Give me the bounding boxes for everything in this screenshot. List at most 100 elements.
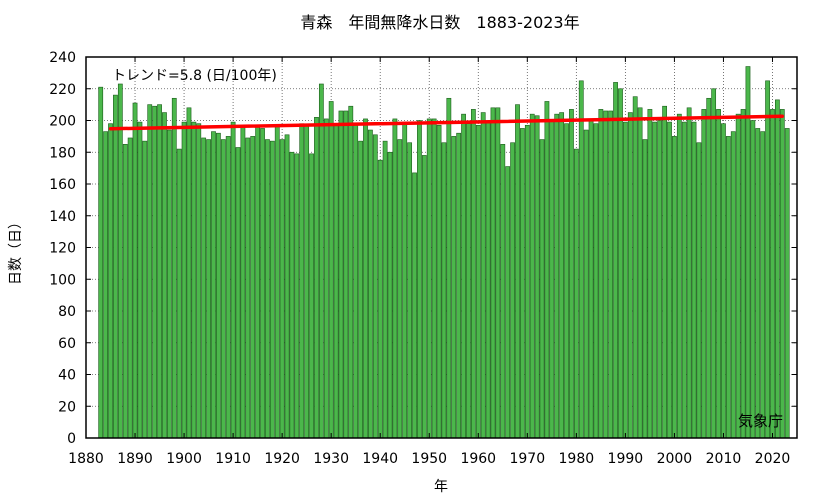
bar <box>417 120 422 439</box>
bar <box>314 117 319 439</box>
bar <box>505 166 511 439</box>
bar <box>358 140 363 439</box>
bar <box>632 96 638 439</box>
y-tick-label: 160 <box>49 177 76 193</box>
bar <box>171 97 177 439</box>
bar <box>681 121 687 439</box>
bar <box>289 151 295 439</box>
bar <box>475 124 481 439</box>
bar <box>716 109 721 439</box>
bar <box>549 120 555 439</box>
bar <box>196 123 202 439</box>
bar <box>647 109 653 439</box>
bar <box>554 113 560 439</box>
bar <box>480 112 486 439</box>
bar <box>760 131 766 439</box>
y-tick-label: 60 <box>58 336 76 352</box>
bar <box>426 118 432 439</box>
bar <box>740 109 746 439</box>
y-axis: 0 20 40 60 80 100 120 140 160 180 200 220 240 <box>49 50 797 447</box>
bar <box>117 83 123 439</box>
x-tick-label: 1960 <box>460 451 496 467</box>
bar <box>735 113 741 439</box>
bar <box>372 134 378 439</box>
bar <box>157 104 162 439</box>
bar <box>176 148 182 439</box>
y-tick-label: 180 <box>49 145 76 161</box>
x-tick-label: 1970 <box>509 451 545 467</box>
bar <box>520 128 525 439</box>
bar <box>98 86 104 439</box>
bar <box>500 144 506 439</box>
bar <box>162 112 167 439</box>
bar <box>544 101 550 439</box>
y-tick-label: 0 <box>67 431 76 447</box>
bar <box>652 121 658 439</box>
bar <box>333 123 339 439</box>
bar <box>583 129 589 439</box>
x-tick-label: 1900 <box>166 451 202 467</box>
bar <box>701 109 707 439</box>
bar <box>235 147 241 439</box>
bar <box>696 142 702 439</box>
bar <box>166 129 172 439</box>
y-tick-label: 140 <box>49 209 76 225</box>
x-axis-label: 年 <box>434 479 448 495</box>
bar <box>451 136 457 439</box>
bar <box>657 120 663 439</box>
bar <box>569 109 574 439</box>
bar <box>456 132 462 439</box>
bar <box>407 142 413 439</box>
bar <box>279 139 285 439</box>
bar <box>147 104 153 439</box>
bar <box>382 140 388 439</box>
bar <box>348 105 354 439</box>
bar <box>412 172 417 439</box>
bar <box>216 132 221 439</box>
bar <box>201 137 207 439</box>
bar <box>402 121 408 439</box>
bar <box>564 123 569 439</box>
bar <box>250 136 256 439</box>
y-tick-label: 220 <box>49 82 76 98</box>
bar <box>613 82 618 439</box>
bar <box>598 109 604 439</box>
y-tick-label: 40 <box>58 368 76 384</box>
bar <box>181 121 187 439</box>
bar <box>328 101 334 439</box>
y-tick-label: 240 <box>49 50 76 66</box>
bar <box>122 144 128 439</box>
x-tick-label: 1890 <box>117 451 153 467</box>
x-tick-label: 2000 <box>657 451 693 467</box>
credit-label: 気象庁 <box>738 412 783 430</box>
bar <box>220 139 226 439</box>
bar <box>304 124 310 439</box>
bar <box>706 97 712 439</box>
bar <box>225 136 231 439</box>
bar <box>318 83 324 439</box>
bar <box>103 131 108 439</box>
bar <box>152 105 158 439</box>
bar <box>211 131 216 439</box>
bar <box>397 139 403 439</box>
y-tick-label: 20 <box>58 399 76 415</box>
x-tick-label: 1880 <box>68 451 104 467</box>
bar <box>593 123 599 439</box>
bar <box>284 134 290 439</box>
bar <box>461 113 466 439</box>
bar <box>667 121 672 439</box>
x-tick-label: 1940 <box>362 451 398 467</box>
bar <box>368 129 373 439</box>
bar <box>730 131 736 439</box>
x-tick-label: 2020 <box>755 451 791 467</box>
x-tick-label: 1950 <box>411 451 447 467</box>
x-tick-label: 2010 <box>706 451 742 467</box>
bar <box>691 121 697 439</box>
y-tick-label: 100 <box>49 272 76 288</box>
bar <box>755 128 761 439</box>
y-tick-label: 80 <box>58 304 76 320</box>
bar <box>603 110 609 439</box>
y-axis-label: 日数（日） <box>8 215 24 285</box>
bar <box>622 121 628 439</box>
bar <box>608 110 614 439</box>
